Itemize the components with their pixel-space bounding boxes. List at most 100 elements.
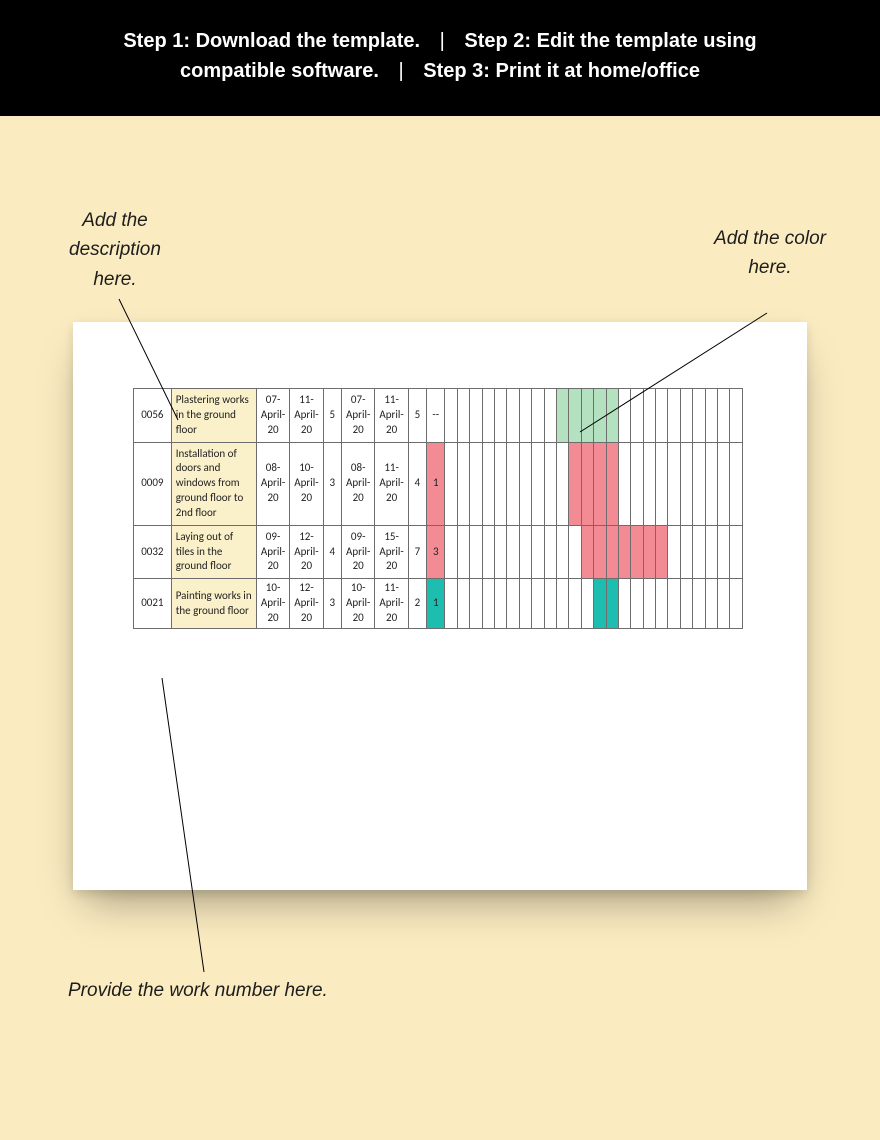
gantt-cell <box>457 525 469 579</box>
gantt-cell <box>705 389 717 443</box>
gantt-cell <box>693 579 705 629</box>
difference: 1 <box>427 579 445 629</box>
gantt-cell <box>656 525 668 579</box>
gantt-cell <box>544 579 556 629</box>
gantt-cell <box>482 525 494 579</box>
planned-start: 10-April-20 <box>256 579 289 629</box>
actual-end: 11-April-20 <box>375 442 408 525</box>
description: Installation of doors and windows from g… <box>171 442 256 525</box>
actual-duration: 2 <box>408 579 426 629</box>
gantt-cell <box>693 442 705 525</box>
schedule-table: 0056Plastering works in the ground floor… <box>133 388 743 629</box>
gantt-cell <box>507 579 519 629</box>
gantt-cell <box>693 525 705 579</box>
gantt-cell <box>668 442 680 525</box>
actual-duration: 4 <box>408 442 426 525</box>
actual-duration: 5 <box>408 389 426 443</box>
gantt-cell <box>519 389 531 443</box>
gantt-cell <box>643 525 655 579</box>
gantt-cell <box>544 389 556 443</box>
gantt-cell <box>482 579 494 629</box>
table-row: 0056Plastering works in the ground floor… <box>134 389 743 443</box>
gantt-cell <box>457 442 469 525</box>
gantt-cell <box>680 579 692 629</box>
gantt-cell <box>494 525 506 579</box>
gantt-cell <box>470 389 482 443</box>
gantt-cell <box>482 442 494 525</box>
separator: | <box>440 26 445 56</box>
gantt-cell <box>544 442 556 525</box>
table-row: 0021Painting works in the ground floor10… <box>134 579 743 629</box>
gantt-cell <box>581 442 593 525</box>
description: Painting works in the ground floor <box>171 579 256 629</box>
planned-end: 12-April-20 <box>290 579 323 629</box>
gantt-cell <box>680 442 692 525</box>
work-number: 0056 <box>134 389 172 443</box>
template-preview-sheet: 0056Plastering works in the ground floor… <box>73 322 807 890</box>
gantt-cell <box>494 442 506 525</box>
gantt-cell <box>556 525 568 579</box>
gantt-cell <box>569 389 581 443</box>
gantt-cell <box>519 525 531 579</box>
work-number: 0032 <box>134 525 172 579</box>
gantt-cell <box>631 525 643 579</box>
difference: -- <box>427 389 445 443</box>
planned-duration: 3 <box>323 579 341 629</box>
work-number: 0009 <box>134 442 172 525</box>
step-3: Step 3: Print it at home/office <box>423 60 700 82</box>
gantt-cell <box>730 389 743 443</box>
actual-start: 10-April-20 <box>341 579 374 629</box>
gantt-cell <box>730 579 743 629</box>
gantt-cell <box>556 389 568 443</box>
description: Laying out of tiles in the ground floor <box>171 525 256 579</box>
gantt-cell <box>507 442 519 525</box>
actual-end: 15-April-20 <box>375 525 408 579</box>
table-row: 0009Installation of doors and windows fr… <box>134 442 743 525</box>
gantt-cell <box>532 579 544 629</box>
difference: 1 <box>427 442 445 525</box>
gantt-cell <box>594 442 606 525</box>
gantt-cell <box>544 525 556 579</box>
gantt-cell <box>532 525 544 579</box>
gantt-cell <box>470 442 482 525</box>
gantt-cell <box>718 389 730 443</box>
gantt-cell <box>457 389 469 443</box>
difference: 3 <box>427 525 445 579</box>
planned-start: 09-April-20 <box>256 525 289 579</box>
description: Plastering works in the ground floor <box>171 389 256 443</box>
gantt-cell <box>569 579 581 629</box>
gantt-cell <box>594 579 606 629</box>
gantt-cell <box>581 579 593 629</box>
gantt-cell <box>494 579 506 629</box>
gantt-cell <box>643 442 655 525</box>
gantt-cell <box>618 442 630 525</box>
gantt-cell <box>718 442 730 525</box>
gantt-cell <box>594 389 606 443</box>
separator: | <box>399 56 404 86</box>
gantt-cell <box>606 442 618 525</box>
gantt-cell <box>594 525 606 579</box>
gantt-cell <box>693 389 705 443</box>
gantt-cell <box>680 525 692 579</box>
gantt-cell <box>581 389 593 443</box>
gantt-cell <box>494 389 506 443</box>
gantt-cell <box>445 525 457 579</box>
work-number: 0021 <box>134 579 172 629</box>
gantt-cell <box>718 525 730 579</box>
table-row: 0032Laying out of tiles in the ground fl… <box>134 525 743 579</box>
gantt-cell <box>569 525 581 579</box>
gantt-cell <box>656 389 668 443</box>
gantt-cell <box>606 525 618 579</box>
actual-start: 08-April-20 <box>341 442 374 525</box>
gantt-cell <box>445 389 457 443</box>
gantt-cell <box>668 579 680 629</box>
gantt-cell <box>680 389 692 443</box>
gantt-cell <box>482 389 494 443</box>
gantt-cell <box>470 579 482 629</box>
gantt-cell <box>730 525 743 579</box>
gantt-cell <box>656 579 668 629</box>
actual-start: 07-April-20 <box>341 389 374 443</box>
step-1: Step 1: Download the template. <box>123 30 420 52</box>
gantt-cell <box>581 525 593 579</box>
gantt-cell <box>556 442 568 525</box>
